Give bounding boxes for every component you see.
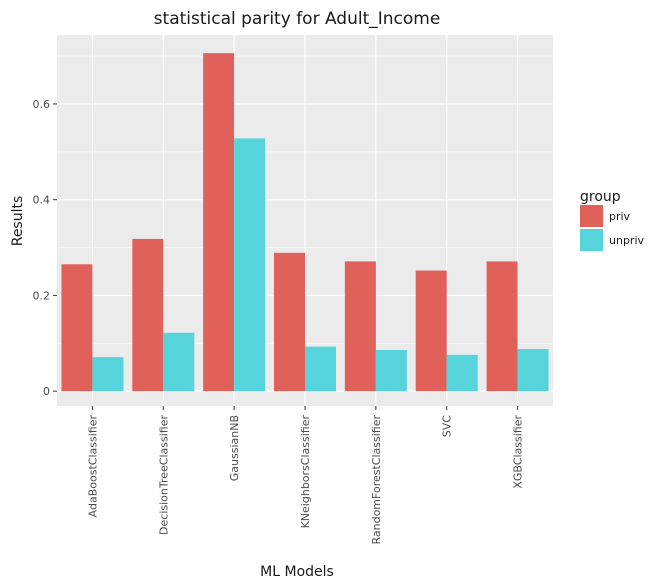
x-tick-label: RandomForestClassifier — [370, 415, 383, 545]
x-axis-title: ML Models — [260, 564, 334, 580]
bar-unpriv-AdaBoostClassifier — [92, 357, 124, 392]
bar-unpriv-DecisionTreeClassifier — [163, 332, 195, 392]
legend-swatch-unpriv — [580, 229, 603, 251]
bar-priv-RandomForestClassifier — [344, 261, 376, 392]
x-tick-label: GaussianNB — [228, 415, 241, 481]
chart-title: statistical parity for Adult_Income — [154, 9, 441, 29]
bars — [61, 53, 549, 392]
x-tick-label: AdaBoostClassifier — [86, 415, 99, 518]
x-tick-label: DecisionTreeClassifier — [157, 415, 170, 535]
bar-unpriv-KNeighborsClassifier — [305, 346, 336, 392]
bar-unpriv-SVC — [446, 354, 478, 392]
y-tick-label: 0.4 — [33, 194, 51, 207]
bar-unpriv-GaussianNB — [234, 138, 266, 392]
bar-priv-KNeighborsClassifier — [274, 252, 305, 392]
bar-priv-SVC — [415, 270, 447, 392]
bar-unpriv-RandomForestClassifier — [375, 349, 407, 392]
legend-label-unpriv: unpriv — [609, 234, 645, 247]
y-tick-label: 0.2 — [33, 289, 51, 302]
legend: group priv unpriv — [580, 189, 645, 251]
bar-priv-XGBClassifier — [486, 261, 518, 392]
bar-priv-GaussianNB — [203, 53, 235, 392]
bar-priv-AdaBoostClassifier — [61, 264, 93, 392]
x-tick-label: XGBClassifier — [512, 415, 525, 489]
y-axis-title: Results — [10, 196, 26, 247]
legend-swatch-priv — [580, 205, 603, 227]
legend-label-priv: priv — [609, 210, 631, 223]
y-tick-label: 0 — [43, 385, 50, 398]
bar-priv-DecisionTreeClassifier — [132, 238, 164, 392]
x-tick-label: SVC — [441, 415, 454, 438]
y-tick-label: 0.6 — [33, 98, 51, 111]
y-axis: 0 0.2 0.4 0.6 — [33, 98, 57, 398]
x-tick-label: KNeighborsClassifier — [299, 415, 312, 529]
bar-unpriv-XGBClassifier — [517, 349, 549, 392]
x-axis: AdaBoostClassifier DecisionTreeClassifier… — [86, 406, 525, 545]
legend-title: group — [580, 189, 621, 205]
